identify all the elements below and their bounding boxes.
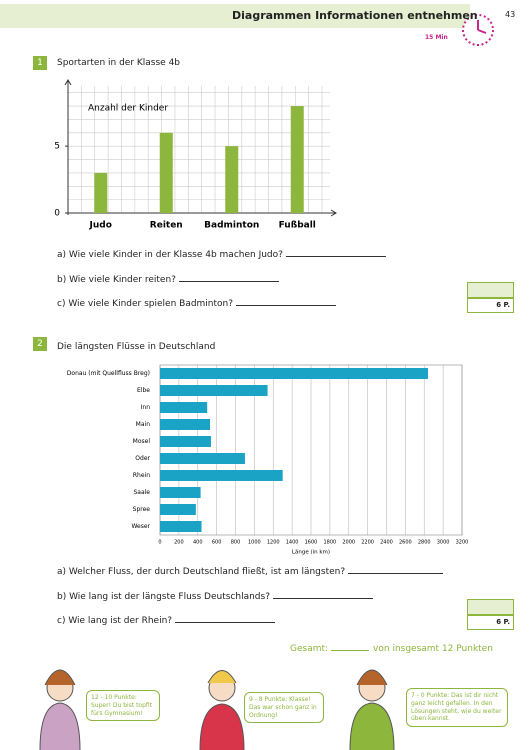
bar [160,402,208,413]
x-tick-label: 200 [174,540,184,546]
task-title: Die längsten Flüsse in Deutschland [57,342,216,352]
question: c) Wie viele Kinder spielen Badminton? [57,299,337,309]
header-title: Diagrammen Informationen entnehmen [232,9,478,22]
question-text: c) Wie viele Kinder spielen Badminton? [57,299,234,309]
y-tick-label: Inn [141,404,151,411]
total-text: von insgesamt 12 Punkten [373,644,493,654]
question-text: a) Welcher Fluss, der durch Deutschland … [57,567,346,577]
y-tick-label: Elbe [137,387,150,394]
plot-frame [159,364,463,536]
y-axis-label: Anzahl der Kinder [88,104,168,114]
x-tick-label: 2000 [342,540,355,546]
y-tick-label: Main [136,421,151,428]
bar [160,419,211,430]
y-tick-label: Rhein [133,472,150,479]
bar [160,368,429,379]
question: b) Wie viele Kinder reiten? [57,275,279,285]
x-tick-label: 2200 [361,540,374,546]
x-tick-label: 1800 [324,540,337,546]
x-tick-label: 2600 [399,540,412,546]
question: c) Wie lang ist der Rhein? [57,616,276,626]
x-tick-label: 1400 [286,540,299,546]
x-tick-label: 800 [231,540,241,546]
y-tick-label: Donau (mit Quellfluss Breg) [67,370,150,377]
y-tick-label: Mosel [133,438,151,445]
x-tick-label: 1200 [267,540,280,546]
x-tick-label: 0 [158,540,161,546]
bar [160,436,211,447]
score: 6 P. [467,297,514,313]
score-field [467,599,514,616]
task-number: 2 [33,337,47,351]
bar [160,487,201,498]
feedback: 12 - 10 Punkte: Super! Du bist topfit fü… [86,690,160,722]
x-tick-label: Fußball [279,221,316,231]
bar [159,132,173,213]
task-title: Sportarten in der Klasse 4b [57,58,181,68]
y-tick-label: Oder [135,455,150,462]
bar [160,470,283,481]
bar [160,504,196,515]
y-tick-label: Saale [133,489,150,496]
x-tick-label: Badminton [204,221,259,231]
x-tick-label: 2800 [418,540,431,546]
x-tick-label: Judo [89,221,112,231]
x-tick-label: Reiten [150,221,183,231]
question-text: b) Wie viele Kinder reiten? [57,275,176,285]
total-label: Gesamt: [290,644,329,654]
question-text: b) Wie lang ist der längste Fluss Deutsc… [57,592,270,602]
bar [94,172,108,213]
y-axis [64,79,72,215]
x-tick-label: 1000 [248,540,261,546]
header-band [0,4,470,28]
question: a) Welcher Fluss, der durch Deutschland … [57,567,444,577]
bar [225,146,239,213]
x-tick-label: 3000 [437,540,450,546]
x-tick-label: 2400 [380,540,393,546]
x-tick-label: 400 [193,540,203,546]
question-text: c) Wie lang ist der Rhein? [57,616,173,626]
question: b) Wie lang ist der längste Fluss Deutsc… [57,592,373,602]
feedback: 7 - 0 Punkte: Das ist dir nicht ganz lei… [406,688,508,728]
y-tick-label: Weser [131,523,150,530]
time: 15 Min [425,34,448,41]
bar [160,385,268,396]
y-tick-label: 5 [54,142,60,152]
bar [290,106,304,213]
y-tick-label: 0 [54,209,60,219]
bar [160,453,245,464]
task-number: 1 [33,56,47,70]
clock-hand [477,29,487,34]
question-text: a) Wie viele Kinder in der Klasse 4b mac… [57,250,283,260]
page-number: 43 [505,10,516,19]
score: 6 P. [467,614,514,630]
total: Gesamt: von insgesamt 12 Punkten [290,644,493,654]
x-tick-label: 600 [212,540,222,546]
question: a) Wie viele Kinder in der Klasse 4b mac… [57,250,386,260]
x-axis-label: Länge (in km) [292,550,330,556]
x-tick-label: 3200 [456,540,469,546]
score-field [467,282,514,299]
bar [160,521,202,532]
x-tick-label: 1600 [305,540,318,546]
figures [39,669,395,750]
feedback: 9 - 8 Punkte: Klasse! Das war schon ganz… [244,692,324,724]
y-tick-label: Spree [133,506,151,513]
